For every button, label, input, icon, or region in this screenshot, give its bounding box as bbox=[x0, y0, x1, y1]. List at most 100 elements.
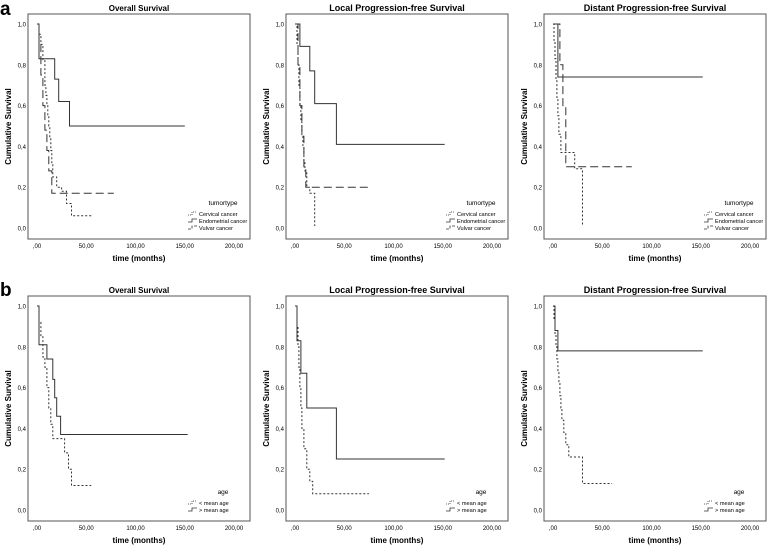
x-tick-label: ,00 bbox=[33, 526, 42, 532]
y-tick-label: 0,4 bbox=[276, 145, 285, 151]
legend-label: > mean age bbox=[457, 508, 487, 514]
chart-panel-6: Distant Progression-free Survival 0,0 0,2 0… bbox=[520, 285, 767, 545]
survival-curve bbox=[295, 305, 369, 495]
y-tick-label: 1,0 bbox=[18, 23, 27, 29]
x-tick-label: ,00 bbox=[33, 244, 42, 250]
y-tick-label: 0,0 bbox=[276, 227, 285, 233]
y-tick-label: 0,0 bbox=[534, 509, 543, 515]
survival-curve bbox=[37, 23, 185, 127]
y-tick-label: 0,4 bbox=[18, 427, 27, 433]
legend-swatch bbox=[704, 211, 713, 216]
x-tick-label: 100,00 bbox=[642, 526, 661, 532]
y-axis-label: Cumulative Survival bbox=[520, 88, 529, 164]
x-tick-label: 100,00 bbox=[384, 526, 403, 532]
legend-swatch bbox=[188, 211, 197, 216]
y-axis-label: Cumulative Survival bbox=[4, 370, 13, 446]
y-tick-label: 0,4 bbox=[534, 427, 543, 433]
y-tick-label: 0,2 bbox=[276, 186, 285, 192]
plot-frame bbox=[285, 295, 509, 522]
legend-label: Endometrial cancer bbox=[199, 219, 247, 225]
x-tick-label: 150,00 bbox=[434, 244, 453, 250]
y-tick-label: 0,8 bbox=[534, 63, 543, 69]
legend-swatch bbox=[704, 218, 713, 223]
legend-label: Endometrial cancer bbox=[457, 219, 505, 225]
chart-panel-5: Local Progression-free Survival 0,0 0,2 0,4… bbox=[262, 285, 509, 545]
x-axis-label: time (months) bbox=[113, 254, 166, 263]
plot-frame bbox=[27, 13, 251, 240]
survival-curve bbox=[37, 305, 92, 486]
x-axis-label: time (months) bbox=[629, 254, 682, 263]
legend-label: > mean age bbox=[715, 508, 745, 514]
y-tick-label: 0,6 bbox=[534, 104, 543, 110]
legend-title: age bbox=[734, 489, 745, 496]
y-tick-label: 0,2 bbox=[18, 468, 27, 474]
x-tick-label: 150,00 bbox=[692, 526, 711, 532]
x-tick-label: 50,00 bbox=[595, 526, 611, 532]
legend-label: < mean age bbox=[457, 501, 487, 507]
legend-label: Vulvar cancer bbox=[199, 226, 233, 232]
x-tick-label: 100,00 bbox=[126, 244, 145, 250]
chart-panel-2: Local Progression-free Survival 0,0 0,2 0,4… bbox=[262, 3, 509, 263]
legend-swatch bbox=[704, 507, 713, 512]
y-tick-label: 0,0 bbox=[18, 509, 27, 515]
y-tick-label: 0,8 bbox=[276, 345, 285, 351]
legend-title: age bbox=[476, 489, 487, 496]
legend-label: Cervical cancer bbox=[457, 212, 496, 218]
x-tick-label: 200,00 bbox=[483, 526, 502, 532]
y-tick-label: 0,4 bbox=[276, 427, 285, 433]
plot-frame bbox=[543, 13, 767, 240]
x-axis-label: time (months) bbox=[371, 254, 424, 263]
legend-swatch bbox=[446, 225, 455, 230]
x-tick-label: ,00 bbox=[549, 526, 558, 532]
chart-title: Local Progression-free Survival bbox=[329, 3, 465, 13]
x-tick-label: 200,00 bbox=[741, 244, 760, 250]
x-tick-label: 50,00 bbox=[79, 526, 95, 532]
y-tick-label: 0,2 bbox=[534, 468, 543, 474]
chart-title: Local Progression-free Survival bbox=[329, 285, 465, 295]
x-tick-label: 150,00 bbox=[176, 244, 195, 250]
y-tick-label: 0,2 bbox=[534, 186, 543, 192]
survival-curve bbox=[37, 305, 188, 435]
x-tick-label: 50,00 bbox=[595, 244, 611, 250]
legend-label: > mean age bbox=[199, 508, 229, 514]
y-axis-label: Cumulative Survival bbox=[4, 88, 13, 164]
plot-frame bbox=[285, 13, 509, 240]
chart-title: Distant Progression-free Survival bbox=[584, 3, 727, 13]
y-tick-label: 0,4 bbox=[18, 145, 27, 151]
legend-swatch bbox=[446, 507, 455, 512]
survival-curve bbox=[553, 305, 703, 352]
x-tick-label: 50,00 bbox=[337, 244, 353, 250]
survival-curve bbox=[37, 23, 114, 194]
y-tick-label: 0,6 bbox=[276, 104, 285, 110]
legend-swatch bbox=[188, 218, 197, 223]
legend-swatch bbox=[188, 507, 197, 512]
panel-letter-a: a bbox=[0, 0, 11, 20]
x-tick-label: ,00 bbox=[291, 244, 300, 250]
survival-curve bbox=[553, 305, 613, 484]
survival-curve bbox=[37, 23, 92, 217]
legend-label: Cervical cancer bbox=[199, 212, 238, 218]
plot-frame bbox=[27, 295, 251, 522]
legend-title: tumortype bbox=[725, 200, 754, 207]
y-tick-label: 0,8 bbox=[18, 63, 27, 69]
legend-swatch bbox=[704, 500, 713, 505]
x-tick-label: 200,00 bbox=[225, 526, 244, 532]
chart-title: Distant Progression-free Survival bbox=[584, 285, 727, 295]
survival-curve bbox=[295, 23, 369, 188]
panel-letter-b: b bbox=[0, 280, 12, 301]
x-tick-label: 100,00 bbox=[384, 244, 403, 250]
x-tick-label: 200,00 bbox=[741, 526, 760, 532]
x-axis-label: time (months) bbox=[113, 536, 166, 545]
y-tick-label: 0,0 bbox=[534, 227, 543, 233]
survival-curve bbox=[553, 23, 583, 226]
x-tick-label: ,00 bbox=[291, 526, 300, 532]
legend-label: Vulvar cancer bbox=[457, 226, 491, 232]
y-tick-label: 0,6 bbox=[534, 386, 543, 392]
legend-swatch bbox=[188, 500, 197, 505]
legend-title: age bbox=[218, 489, 229, 496]
legend-label: Cervical cancer bbox=[715, 212, 754, 218]
survival-curve bbox=[553, 23, 703, 78]
x-tick-label: 100,00 bbox=[642, 244, 661, 250]
x-tick-label: ,00 bbox=[549, 244, 558, 250]
x-tick-label: 100,00 bbox=[126, 526, 145, 532]
